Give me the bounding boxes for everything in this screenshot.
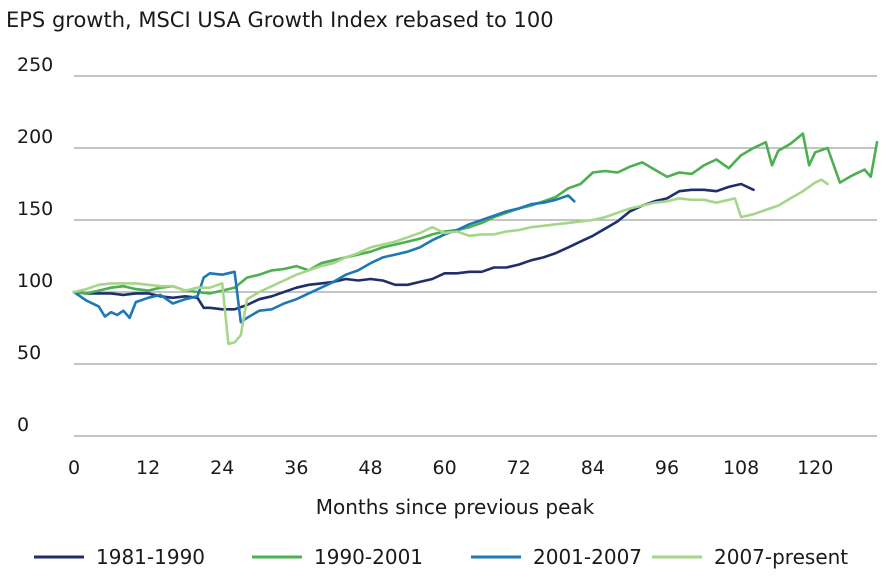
- legend-entry: 2007-present: [652, 545, 848, 569]
- x-tick-labels: 0 12 24 36 48 60 72 84 96 108 120: [68, 457, 833, 479]
- x-tick-label: 96: [655, 457, 679, 479]
- x-tick-label: 108: [723, 457, 759, 479]
- x-tick-label: 60: [433, 457, 457, 479]
- series-lines: [72, 132, 879, 346]
- chart-title: EPS growth, MSCI USA Growth Index rebase…: [6, 8, 554, 32]
- y-tick-label: 200: [17, 126, 53, 148]
- x-axis-label: Months since previous peak: [316, 495, 595, 519]
- y-tick-label: 250: [17, 54, 53, 76]
- legend-label: 1990-2001: [314, 545, 423, 569]
- legend-entry: 1981-1990: [34, 545, 205, 569]
- legend-label: 2007-present: [714, 545, 848, 569]
- y-tick-labels: 0 50 100 150 200 250: [17, 54, 53, 436]
- x-tick-label: 24: [210, 457, 234, 479]
- legend-entry: 1990-2001: [252, 545, 423, 569]
- gridlines: [74, 75, 877, 437]
- series-line-4: [72, 178, 829, 346]
- legend-label: 1981-1990: [96, 545, 205, 569]
- legend: 1981-1990 1990-2001 2001-2007 2007-present: [34, 545, 848, 569]
- legend-entry: 2001-2007: [471, 545, 642, 569]
- y-tick-label: 50: [17, 342, 41, 364]
- series-line-2: [72, 132, 879, 295]
- x-tick-label: 72: [507, 457, 531, 479]
- x-tick-label: 36: [284, 457, 308, 479]
- series-line-3: [72, 194, 576, 324]
- y-tick-label: 150: [17, 198, 53, 220]
- x-tick-label: 48: [358, 457, 382, 479]
- legend-label: 2001-2007: [533, 545, 642, 569]
- x-tick-label: 84: [581, 457, 605, 479]
- x-tick-label: 120: [797, 457, 833, 479]
- y-tick-label: 0: [17, 414, 29, 436]
- x-tick-label: 12: [136, 457, 160, 479]
- x-tick-label: 0: [68, 457, 80, 479]
- y-tick-label: 100: [17, 270, 53, 292]
